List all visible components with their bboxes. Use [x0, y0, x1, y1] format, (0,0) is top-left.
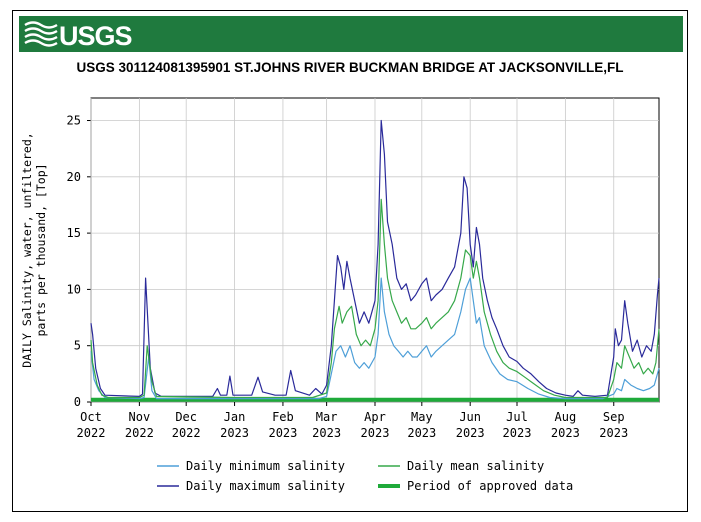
y-tick-label: 20 [67, 170, 81, 184]
x-tick-label: Mar [316, 410, 338, 424]
series-line-minimum [90, 277, 660, 400]
y-axis-label: parts per thousand, [Top] [34, 163, 48, 336]
x-tick-label-year: 2022 [125, 426, 154, 440]
y-tick-label: 25 [67, 114, 81, 128]
x-tick-label: Jun [459, 410, 481, 424]
x-tick-label: Oct [80, 410, 102, 424]
chart-title: USGS 301124081395901 ST.JOHNS RIVER BUCK… [76, 60, 624, 75]
usgs-logo: USGS [24, 21, 133, 51]
x-tick-label: Sep [603, 410, 625, 424]
x-tick-label-year: 2022 [77, 426, 106, 440]
y-axis-label: DAILY Salinity, water, unfiltered, [20, 132, 34, 367]
x-tick-label-year: 2023 [407, 426, 436, 440]
y-tick-label: 5 [74, 339, 81, 353]
legend-label: Daily mean salinity [407, 459, 544, 473]
x-tick-label-year: 2023 [503, 426, 532, 440]
usgs-wave-icon [24, 21, 58, 47]
x-tick-label: Nov [129, 410, 151, 424]
x-tick-label-year: 2022 [172, 426, 201, 440]
x-tick-label: May [411, 410, 433, 424]
x-tick-label: Dec [175, 410, 197, 424]
y-tick-label: 0 [74, 395, 81, 409]
usgs-banner [19, 16, 683, 52]
y-tick-label: 10 [67, 282, 81, 296]
series-line-maximum [90, 119, 660, 397]
x-tick-label-year: 2023 [220, 426, 249, 440]
x-tick-label-year: 2023 [456, 426, 485, 440]
x-tick-label-year: 2023 [268, 426, 297, 440]
x-tick-label-year: 2023 [599, 426, 628, 440]
x-tick-label: Jul [506, 410, 528, 424]
legend-label: Period of approved data [407, 479, 573, 493]
usgs-logo-text: USGS [59, 21, 132, 51]
x-tick-label: Apr [364, 410, 386, 424]
x-tick-label-year: 2023 [551, 426, 580, 440]
x-tick-label: Aug [555, 410, 577, 424]
x-tick-label-year: 2023 [361, 426, 390, 440]
series-line-mean [90, 198, 660, 399]
y-tick-label: 15 [67, 226, 81, 240]
legend-label: Daily minimum salinity [186, 459, 345, 473]
x-tick-label-year: 2023 [312, 426, 341, 440]
x-tick-label: Jan [224, 410, 246, 424]
legend-label: Daily maximum salinity [186, 479, 345, 493]
x-tick-label: Feb [272, 410, 294, 424]
